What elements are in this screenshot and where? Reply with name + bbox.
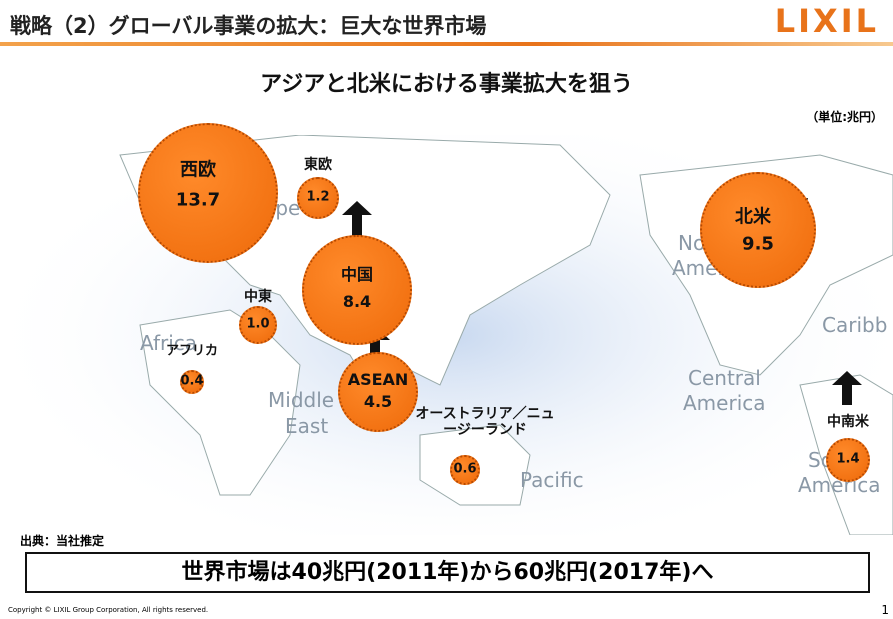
region-name: オーストラリア／ニュージーランド	[415, 405, 555, 438]
subtitle: アジアと北米における事業拡大を狙う	[260, 72, 633, 97]
map-label: Central	[688, 366, 761, 390]
region-value: 1.4	[836, 451, 860, 467]
region-name: 西欧	[180, 159, 216, 181]
region-value: 13.7	[175, 189, 221, 211]
region-name: 東欧	[304, 156, 332, 173]
logo: LIXIL	[774, 2, 879, 40]
bubble	[180, 370, 204, 394]
bubble	[699, 171, 817, 289]
bubble	[297, 177, 339, 219]
copyright: Copyright © LIXIL Group Corporation, All…	[8, 606, 209, 614]
map-label: Middle	[268, 388, 334, 412]
region-name: 中国	[340, 264, 374, 284]
region-value: 1.2	[306, 189, 330, 205]
bubble	[138, 123, 278, 263]
map-label: East	[285, 414, 328, 438]
title-rule	[0, 42, 893, 46]
map-label: America	[683, 391, 766, 415]
region-value: 1.0	[246, 316, 270, 332]
map-label: Caribb	[822, 313, 887, 337]
bubble	[302, 235, 412, 345]
region-name: 中東	[244, 288, 272, 305]
map-label: Pacific	[520, 468, 584, 492]
unit: （単位:兆円）	[806, 110, 883, 124]
bubble	[825, 437, 871, 483]
region-value: 9.5	[742, 233, 774, 255]
page-number: 1	[881, 603, 889, 617]
region-name: 北米	[735, 206, 771, 228]
map-label: Africa	[140, 331, 197, 355]
region-value: 4.5	[363, 391, 393, 411]
region-value: 8.4	[342, 291, 372, 311]
region-name: ASEAN	[347, 369, 409, 389]
region-name: 中南米	[827, 413, 869, 430]
slide-title: 戦略（2）グローバル事業の拡大：巨大な世界市場	[10, 14, 487, 38]
bubble	[450, 455, 480, 485]
region-name: アフリカ	[165, 343, 219, 359]
region-value: 0.6	[453, 461, 477, 477]
region-value: 0.4	[180, 373, 204, 389]
bubble	[239, 306, 277, 344]
source: 出典：当社推定	[20, 534, 105, 548]
summary-box: 世界市場は40兆円(2011年)から60兆円(2017年)へ	[25, 552, 870, 593]
bubble	[337, 351, 419, 433]
